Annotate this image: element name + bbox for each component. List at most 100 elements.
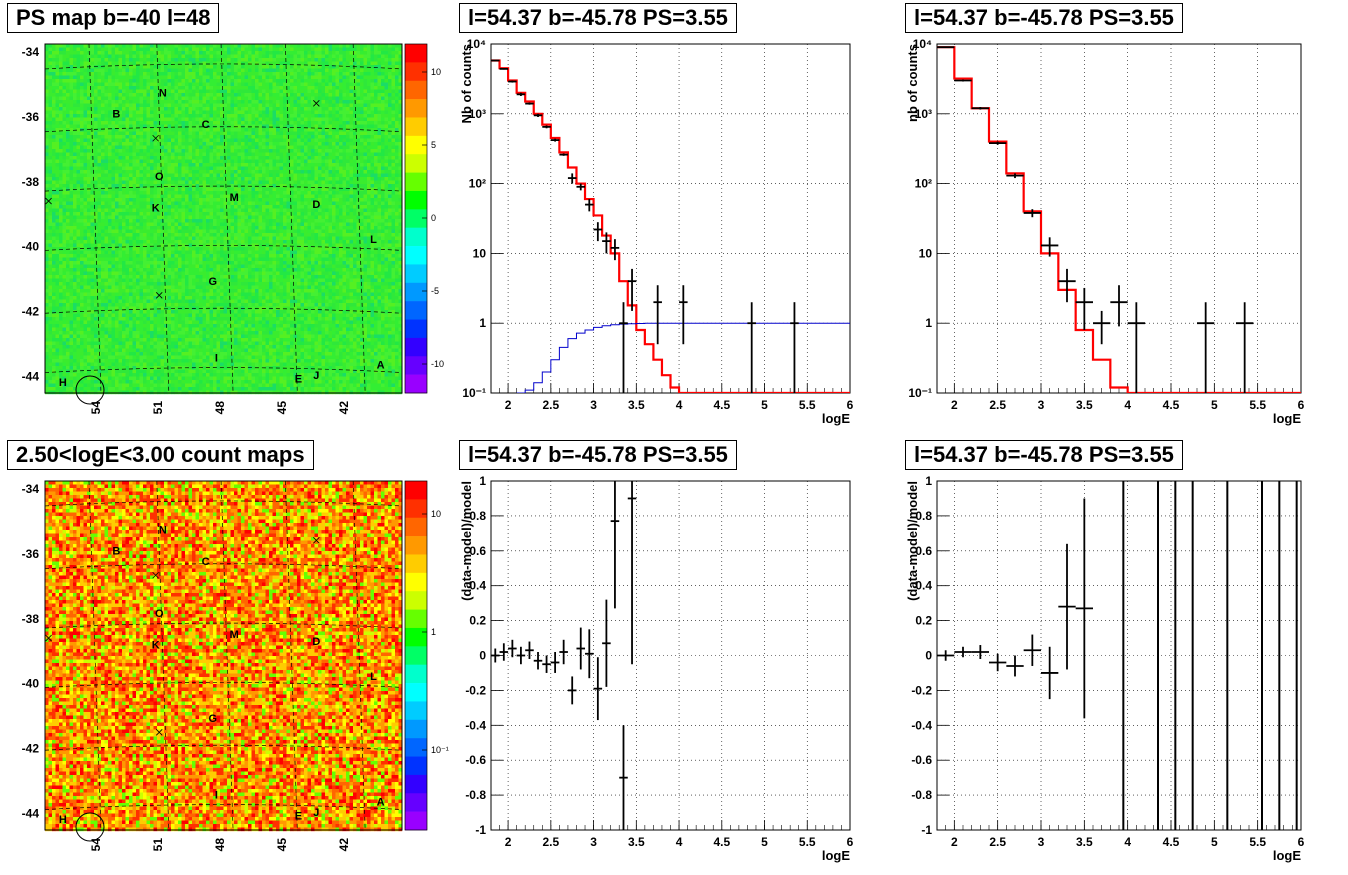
source-marker	[313, 537, 320, 544]
y-tick-label: -0.2	[911, 683, 932, 697]
y-tick-label: 10⁻¹	[908, 386, 932, 400]
lat-tick-label: -44	[22, 370, 40, 384]
source-label-k: K	[152, 203, 160, 215]
map-title-top: PS map b=-40 l=48	[7, 3, 220, 33]
y-tick-label: 10²	[915, 177, 932, 191]
residual-plot-left: 2 2.5 3 3.5 4 4.5 5 5.5 6 -1 -0.8 -0.6 -0.4 -0.2 0 0.2 0…	[459, 474, 854, 863]
lat-tick-label: -40	[22, 677, 40, 691]
x-tick-label: 6	[847, 398, 854, 412]
y-tick-label: 0.8	[469, 509, 486, 523]
y-tick-label: 10⁴	[913, 37, 932, 51]
x-tick-label: 2	[951, 835, 958, 849]
source-label-g: G	[209, 713, 218, 725]
colorbar-tick-label: -10	[431, 359, 444, 369]
y-axis-label: nb of counts	[905, 44, 920, 122]
residual-plot-right: 2 2.5 3 3.5 4 4.5 5 5.5 6 -1 -0.8 -0.6 -0.4 -0.2 0 0.2 0…	[905, 474, 1305, 863]
residual-title-left: l=54.37 b=-45.78 PS=3.55	[459, 440, 737, 470]
x-axis-label: logE	[822, 411, 850, 426]
x-tick-label: 6	[847, 835, 854, 849]
colorbar: 10 5 0 -5 -10	[404, 43, 444, 394]
lon-tick-label: 51	[151, 838, 165, 852]
y-tick-label: -0.6	[911, 753, 932, 767]
residual-title-right: l=54.37 b=-45.78 PS=3.55	[905, 440, 1183, 470]
map-graticule	[44, 480, 403, 831]
y-tick-label: -0.6	[465, 753, 486, 767]
x-tick-label: 4	[1124, 835, 1131, 849]
lon-tick-label: 42	[337, 838, 351, 852]
plot-area	[937, 46, 1301, 393]
source-label-e: E	[295, 811, 302, 823]
lat-tick-label: -40	[22, 240, 40, 254]
x-tick-label: 4	[676, 398, 683, 412]
x-tick-label: 4	[1124, 398, 1131, 412]
y-axis-label: Nb of counts	[459, 44, 474, 123]
colorbar-tick-label: 0	[431, 213, 436, 223]
map-pixels	[45, 44, 403, 395]
series-step-line	[516, 322, 850, 393]
x-tick-label: 2	[951, 398, 958, 412]
y-tick-label: 0.4	[915, 579, 932, 593]
lat-tick-label: -36	[22, 547, 40, 561]
y-tick-label: 0.6	[915, 544, 932, 558]
spectrum-plot-right: 2 2.5 3 3.5 4 4.5 5 5.5 6 10⁻¹ 1 10 10² 10³ 10⁴ logE nb …	[905, 37, 1305, 426]
source-label-m: M	[230, 629, 239, 641]
map-pixels	[45, 481, 403, 832]
lat-tick-label: -44	[22, 807, 40, 821]
plot-frame	[936, 480, 1302, 831]
colorbar-tick-label: 10⁻¹	[431, 745, 449, 755]
y-axis-label: (data-model)/model	[459, 481, 474, 601]
y-tick-label: 0.4	[469, 579, 486, 593]
source-label-b: B	[112, 108, 120, 120]
y-tick-label: 1	[479, 316, 486, 330]
map-title-bottom: 2.50<logE<3.00 count maps	[7, 440, 314, 470]
source-label-o: O	[155, 171, 164, 183]
map-frame	[44, 43, 403, 394]
source-label-b: B	[112, 545, 120, 557]
source-label-i: I	[215, 790, 218, 802]
source-marker	[45, 634, 52, 642]
x-tick-label: 5	[1211, 398, 1218, 412]
source-label-e: E	[295, 374, 302, 386]
colorbar-tick-label: -5	[431, 286, 439, 296]
target-circle	[75, 812, 105, 842]
x-tick-label: 5.5	[1249, 398, 1266, 412]
source-label-a: A	[377, 797, 385, 809]
x-tick-label: 3	[1038, 398, 1045, 412]
source-label-l: L	[370, 234, 377, 246]
y-tick-label: -0.4	[911, 718, 932, 732]
x-tick-label: 6	[1298, 835, 1305, 849]
source-label-c: C	[202, 119, 210, 131]
y-tick-label: 10⁴	[467, 37, 486, 51]
plot-frame	[490, 480, 851, 831]
lat-tick-label: -34	[22, 45, 40, 59]
source-label-j: J	[313, 807, 319, 819]
source-marker	[45, 197, 52, 205]
source-label-o: O	[155, 608, 164, 620]
spectrum-title-right: l=54.37 b=-45.78 PS=3.55	[905, 3, 1183, 33]
plot-area	[491, 481, 637, 830]
x-tick-label: 4.5	[713, 835, 730, 849]
y-tick-label: -0.8	[465, 788, 486, 802]
x-tick-label: 3	[590, 835, 597, 849]
spectrum-plot-left: 2 2.5 3 3.5 4 4.5 5 5.5 6 10⁻¹ 1 10 10² 10³ 10⁴ logE Nb …	[459, 37, 854, 426]
x-tick-label: 3.5	[1076, 835, 1093, 849]
source-label-h: H	[59, 814, 67, 826]
x-tick-label: 6	[1298, 398, 1305, 412]
colorbar-tick-label: 10	[431, 509, 441, 519]
y-tick-label: 10³	[469, 107, 486, 121]
y-tick-label: 10⁻¹	[462, 386, 486, 400]
y-tick-label: 0.2	[915, 614, 932, 628]
lon-tick-label: 51	[151, 401, 165, 415]
lon-tick-label: 45	[275, 838, 289, 852]
x-tick-label: 4.5	[1163, 398, 1180, 412]
lon-tick-label: 48	[213, 838, 227, 852]
y-tick-label: 0.2	[469, 614, 486, 628]
source-label-l: L	[370, 671, 377, 683]
y-tick-label: 0	[479, 649, 486, 663]
y-tick-label: 10	[919, 246, 933, 260]
source-label-j: J	[313, 370, 319, 382]
x-tick-label: 3.5	[628, 835, 645, 849]
spectrum-title-left: l=54.37 b=-45.78 PS=3.55	[459, 3, 737, 33]
source-label-c: C	[202, 556, 210, 568]
